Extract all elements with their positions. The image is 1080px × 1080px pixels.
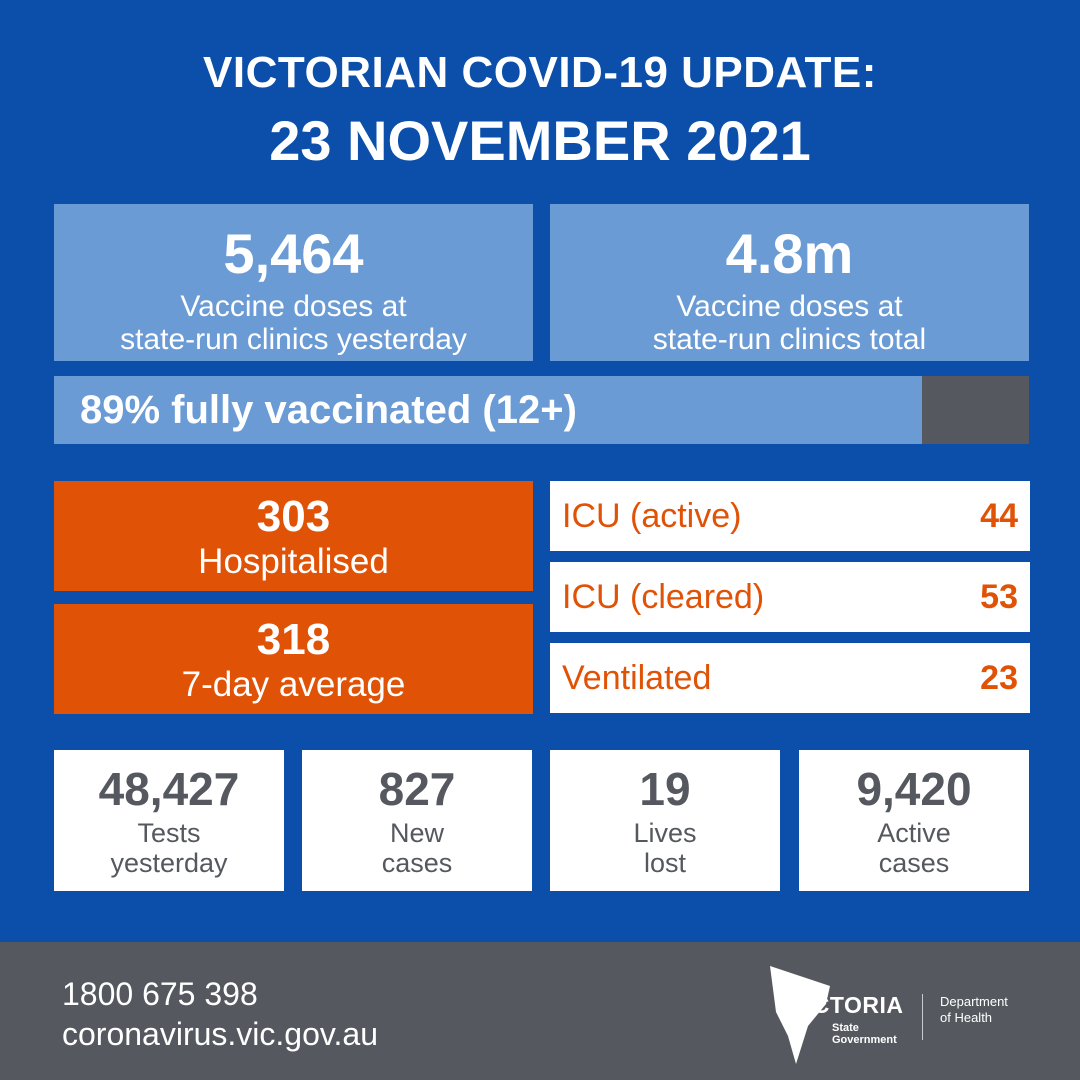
footer: 1800 675 398 coronavirus.vic.gov.au VICT…: [0, 942, 1080, 1080]
logo-state: State: [832, 1022, 859, 1034]
stat-lives-lost-box: 19 Lives lost: [550, 750, 780, 891]
vaccine-total-label-1: Vaccine doses at: [676, 290, 903, 323]
stat-lives-lost-label-2: lost: [643, 848, 687, 878]
hotline-phone: 1800 675 398: [62, 976, 258, 1012]
stat-new-cases-label-1: New: [389, 818, 444, 848]
vaccine-yesterday-label-2: state-run clinics yesterday: [120, 323, 467, 356]
vaccine-yesterday-value: 5,464: [223, 222, 364, 285]
stat-new-cases-box: 827 New cases: [302, 750, 532, 891]
vaccination-progress-label: 89% fully vaccinated (12+): [80, 388, 577, 432]
vaccination-progress-bar: 89% fully vaccinated (12+): [54, 376, 1029, 444]
stat-lives-lost-value: 19: [639, 763, 691, 815]
stat-tests-value: 48,427: [98, 763, 240, 815]
logo-government: Government: [832, 1034, 897, 1046]
victoria-state-government-logo: VICTORIA State Government: [768, 964, 918, 1064]
stat-active-cases-label-2: cases: [878, 848, 950, 878]
ventilated-label: Ventilated: [562, 659, 712, 697]
logo-wordmark: VICTORIA: [790, 992, 904, 1018]
website-link[interactable]: coronavirus.vic.gov.au: [62, 1016, 378, 1052]
vaccine-total-label-2: state-run clinics total: [652, 323, 927, 356]
icu-active-label: ICU (active): [562, 497, 742, 535]
stat-tests-box: 48,427 Tests yesterday: [54, 750, 284, 891]
stat-tests-label-1: Tests: [137, 818, 201, 848]
vaccine-yesterday-box: 5,464 Vaccine doses at state-run clinics…: [54, 204, 533, 361]
hospitalised-box: 303 Hospitalised: [54, 481, 533, 591]
update-date: 23 NOVEMBER 2021: [269, 109, 811, 172]
victoria-map-icon: [770, 966, 830, 1064]
stat-active-cases-label-1: Active: [877, 818, 951, 848]
icu-cleared-value: 53: [980, 578, 1018, 616]
vaccine-total-value: 4.8m: [725, 222, 854, 285]
department-label-2: of Health: [940, 1010, 993, 1025]
stat-lives-lost-label-1: Lives: [633, 818, 697, 848]
icu-active-row: ICU (active) 44: [550, 481, 1030, 551]
seven-day-average-box: 318 7-day average: [54, 604, 533, 714]
icu-active-value: 44: [980, 497, 1018, 535]
stat-active-cases-box: 9,420 Active cases: [799, 750, 1029, 891]
update-title: VICTORIAN COVID-19 UPDATE:: [203, 48, 877, 97]
logo-divider: [922, 994, 923, 1040]
vaccine-total-box: 4.8m Vaccine doses at state-run clinics …: [550, 204, 1029, 361]
stat-new-cases-value: 827: [378, 763, 456, 815]
icu-cleared-label: ICU (cleared): [562, 578, 765, 616]
seven-day-average-value: 318: [256, 615, 331, 664]
logo-state-government: State Government: [832, 1022, 897, 1046]
department-of-health: Department of Health: [940, 994, 1008, 1026]
ventilated-value: 23: [980, 659, 1018, 697]
stat-active-cases-value: 9,420: [856, 763, 972, 815]
icu-cleared-row: ICU (cleared) 53: [550, 562, 1030, 632]
stat-tests-label-2: yesterday: [110, 848, 228, 878]
hospitalised-value: 303: [256, 492, 331, 541]
vaccine-yesterday-label-1: Vaccine doses at: [180, 290, 407, 323]
ventilated-row: Ventilated 23: [550, 643, 1030, 713]
stat-new-cases-label-2: cases: [381, 848, 453, 878]
department-label-1: Department: [940, 994, 1008, 1009]
seven-day-average-label: 7-day average: [181, 665, 406, 704]
hospitalised-label: Hospitalised: [198, 542, 389, 581]
vaccination-progress-remainder: [922, 376, 1029, 444]
